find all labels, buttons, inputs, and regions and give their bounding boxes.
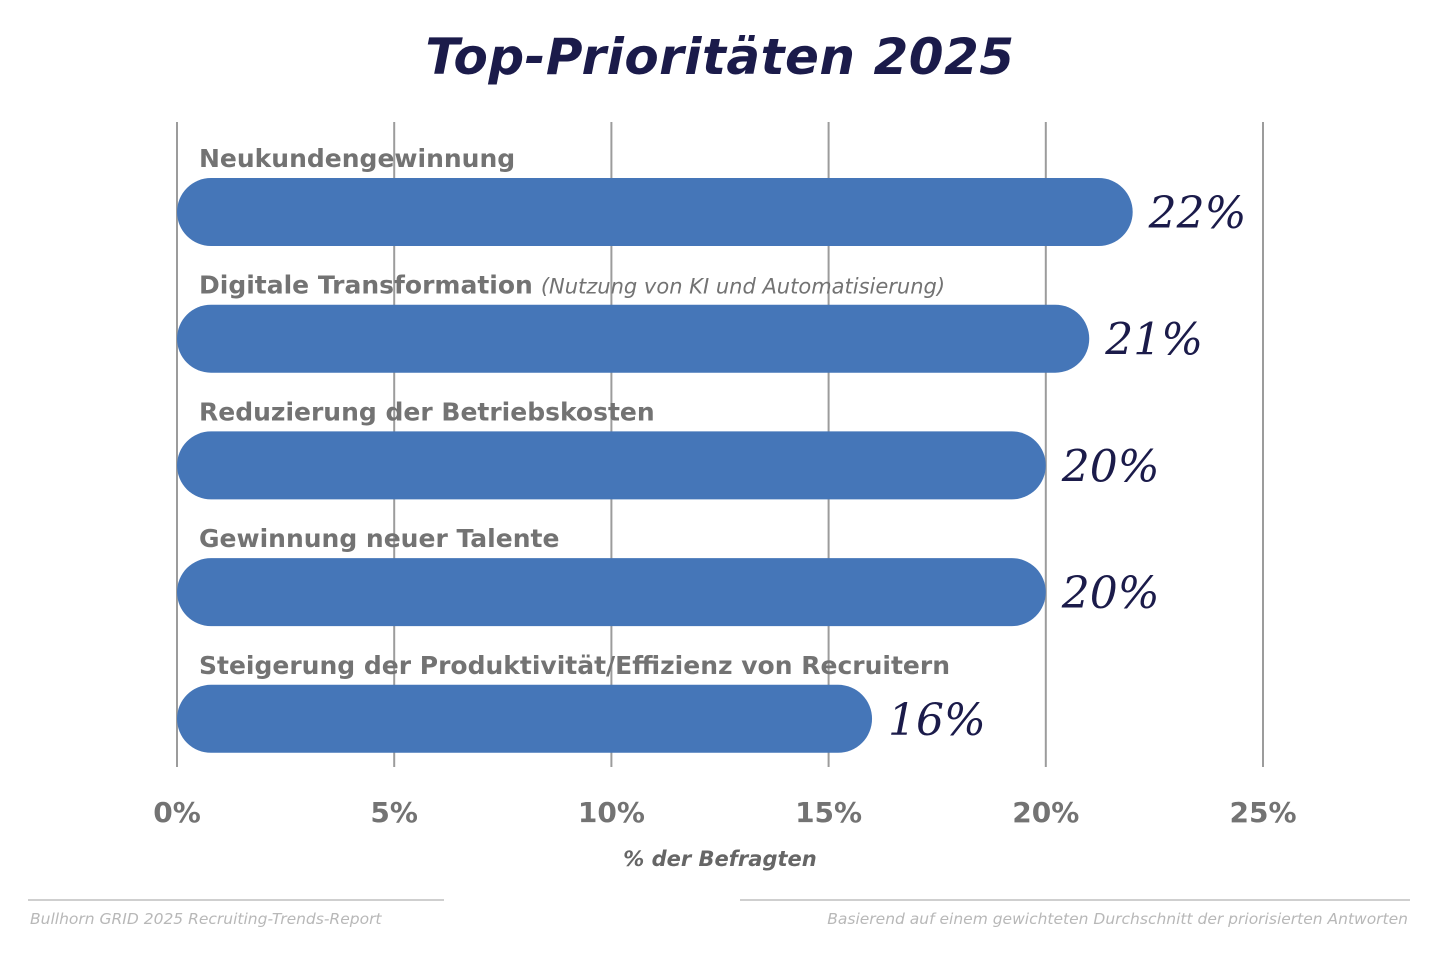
bar — [177, 684, 873, 753]
value-label: 21% — [1104, 315, 1203, 366]
category-label: Steigerung der Produktivität/Effizienz v… — [199, 651, 950, 680]
bar — [177, 431, 1046, 500]
value-label: 20% — [1061, 568, 1160, 619]
value-label: 22% — [1148, 188, 1247, 239]
x-tick-label: 25% — [1229, 796, 1296, 829]
chart-title: Top-Prioritäten 2025 — [425, 28, 1015, 86]
value-label: 16% — [888, 695, 986, 746]
footer-note: Basierend auf einem gewichteten Durchsch… — [827, 910, 1408, 928]
x-tick-label: 20% — [1012, 796, 1079, 829]
x-tick-label: 15% — [795, 796, 862, 829]
category-label: Gewinnung neuer Talente — [199, 524, 559, 553]
x-tick-label: 5% — [370, 796, 418, 829]
bar — [177, 558, 1046, 627]
category-sublabel: (Nutzung von KI und Automatisierung) — [541, 275, 945, 299]
bar — [177, 304, 1090, 373]
bars — [177, 178, 1133, 753]
x-tick-labels: 0% 5% 10% 15% 20% 25% — [153, 796, 1296, 829]
bar — [177, 178, 1133, 246]
value-labels: 22% 21% 20% 20% 16% — [888, 188, 1246, 746]
x-tick-label: 0% — [153, 796, 201, 829]
footer-source: Bullhorn GRID 2025 Recruiting-Trends-Rep… — [30, 910, 382, 928]
category-label: Reduzierung der Betriebskosten — [199, 397, 655, 426]
value-label: 20% — [1061, 441, 1160, 492]
footer-divider-left — [28, 899, 444, 901]
footer-divider-right — [740, 899, 1410, 901]
x-axis-title: % der Befragten — [623, 847, 816, 871]
category-labels: Neukundengewinnung Digitale Transformatio… — [199, 144, 950, 680]
category-label: Neukundengewinnung — [199, 144, 515, 173]
category-label: Digitale Transformation (Nutzung von KI u… — [199, 271, 945, 300]
x-tick-label: 10% — [578, 796, 645, 829]
